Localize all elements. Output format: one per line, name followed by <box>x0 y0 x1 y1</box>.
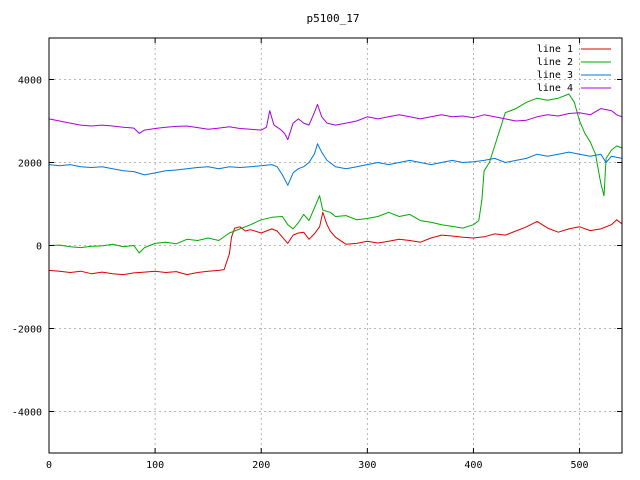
legend: line 1 line 2 line 3 line 4 <box>537 44 611 94</box>
x-tick-label: 400 <box>464 460 482 471</box>
axis-ticks: 0 100 200 300 400 500 -4000 -2000 0 2000 4000 <box>12 38 622 471</box>
x-tick-label: 0 <box>46 460 52 471</box>
x-tick-label: 300 <box>358 460 376 471</box>
chart-title: p5100_17 <box>307 12 360 25</box>
y-tick-label: 2000 <box>18 159 42 170</box>
series-line-2 <box>48 93 623 254</box>
legend-label: line 1 <box>537 44 573 55</box>
series-line-4 <box>48 103 623 141</box>
x-tick-label: 500 <box>571 460 589 471</box>
legend-label: line 2 <box>537 57 573 68</box>
x-tick-label: 100 <box>146 460 164 471</box>
legend-label: line 3 <box>537 70 573 81</box>
series-line-1 <box>48 211 623 276</box>
series-line-3 <box>48 143 623 186</box>
y-tick-label: -2000 <box>12 325 42 336</box>
legend-label: line 4 <box>537 83 573 94</box>
y-tick-label: -4000 <box>12 408 42 419</box>
plot-series <box>48 93 623 276</box>
x-tick-label: 200 <box>252 460 270 471</box>
y-tick-label: 0 <box>36 242 42 253</box>
grid <box>49 38 622 453</box>
y-tick-label: 4000 <box>18 76 42 87</box>
